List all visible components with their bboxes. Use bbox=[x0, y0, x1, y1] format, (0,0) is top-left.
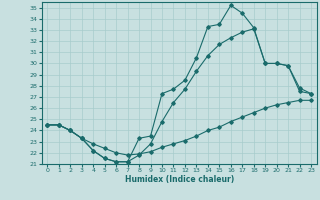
X-axis label: Humidex (Indice chaleur): Humidex (Indice chaleur) bbox=[124, 175, 234, 184]
